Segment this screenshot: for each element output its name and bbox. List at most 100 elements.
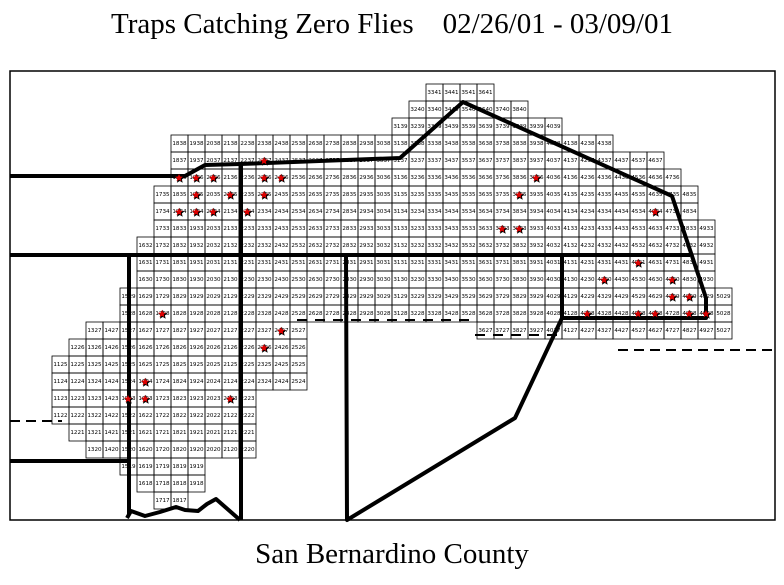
trap-cell: 2533: [289, 219, 308, 238]
trap-id-label: 3539: [461, 124, 476, 130]
trap-id-label: 2732: [325, 243, 339, 249]
trap-id-label: 4930: [699, 277, 714, 283]
star-icon: [685, 293, 693, 301]
trap-cell: 4434: [612, 202, 631, 221]
trap-id-label: 1724: [155, 379, 170, 385]
boundary-line: [344, 254, 564, 522]
trap-id-label: 4031: [546, 260, 561, 266]
trap-id-label: 2138: [223, 141, 238, 147]
trap-id-label: 4229: [580, 294, 595, 300]
trap-id-label: 5028: [716, 311, 731, 317]
trap-cell: 1223: [68, 389, 87, 408]
trap-id-label: 3531: [461, 260, 476, 266]
trap-cell: 3539: [459, 117, 478, 136]
star-icon: [498, 225, 506, 233]
trap-id-label: 3128: [393, 311, 408, 317]
trap-id-label: 1124: [53, 379, 68, 385]
trap-cell: 3927: [527, 321, 546, 340]
trap-id-label: 4429: [614, 294, 629, 300]
trap-id-label: 1321: [87, 430, 102, 436]
trap-id-label: 3234: [410, 209, 425, 215]
trap-cell: 1733: [153, 219, 172, 238]
trap-id-label: 4127: [563, 328, 578, 334]
trap-cell: 2629: [306, 287, 325, 306]
trap-cell: 3429: [442, 287, 461, 306]
trap-cell: 2736: [323, 168, 342, 187]
trap-id-label: 4631: [648, 260, 663, 266]
trap-id-label: 3038: [376, 141, 391, 147]
trap-id-label: 4133: [563, 226, 578, 232]
trap-id-label: 2130: [223, 277, 238, 283]
trap-cell: 1923: [187, 389, 206, 408]
trap-id-label: 1938: [189, 141, 204, 147]
trap-id-label: 1827: [172, 328, 187, 334]
trap-cell: 1628: [136, 304, 155, 323]
trap-id-label: 4727: [665, 328, 680, 334]
trap-cell: 3529: [459, 287, 478, 306]
trap-cell: 4335: [595, 185, 614, 204]
trap-cell: 1822: [170, 406, 189, 425]
trap-id-label: 1925: [189, 362, 204, 368]
trap-id-label: 4436: [614, 175, 629, 181]
trap-id-label: 2533: [291, 226, 306, 232]
trap-cell: 2020: [204, 440, 223, 459]
trap-cell: 2022: [204, 406, 223, 425]
trap-id-label: 4331: [597, 260, 612, 266]
trap-id-label: 2329: [257, 294, 272, 300]
trap-id-label: 1720: [155, 447, 170, 453]
trap-id-label: 4029: [546, 294, 561, 300]
trap-id-label: 4034: [546, 209, 561, 215]
trap-id-label: 5029: [716, 294, 731, 300]
star-icon: [668, 276, 676, 284]
star-icon: [175, 174, 183, 182]
trap-cell: 2527: [289, 321, 308, 340]
trap-id-label: 4434: [614, 209, 629, 215]
trap-cell: 2038: [204, 134, 223, 153]
trap-cell: 3138: [391, 134, 410, 153]
trap-id-label: 3029: [376, 294, 391, 300]
trap-cell: 3737: [493, 151, 512, 170]
trap-id-label: 4131: [563, 260, 578, 266]
trap-id-label: 2338: [257, 141, 272, 147]
trap-id-label: 2838: [342, 141, 357, 147]
trap-id-label: 2635: [308, 192, 323, 198]
trap-cell: 4732: [663, 236, 682, 255]
trap-id-label: 1324: [87, 379, 102, 385]
trap-id-label: 2328: [257, 311, 272, 317]
trap-cell: 4835: [680, 185, 699, 204]
trap-id-label: 4435: [614, 192, 629, 198]
trap-id-label: 2831: [342, 260, 357, 266]
trap-id-label: 4736: [665, 175, 680, 181]
trap-cell: 1421: [102, 423, 121, 442]
star-icon: [634, 310, 642, 318]
trap-cell: 2532: [289, 236, 308, 255]
trap-cell: 3634: [476, 202, 495, 221]
trap-cell: 3337: [425, 151, 444, 170]
trap-id-label: 3034: [376, 209, 391, 215]
trap-id-label: 3829: [512, 294, 527, 300]
trap-cell: 3134: [391, 202, 410, 221]
trap-cell: 2638: [306, 134, 325, 153]
trap-id-label: 2229: [240, 294, 255, 300]
trap-id-label: 1420: [104, 447, 119, 453]
trap-id-label: 2832: [342, 243, 356, 249]
trap-id-label: 2534: [291, 209, 306, 215]
trap-id-label: 4536: [631, 175, 646, 181]
trap-id-label: 4039: [546, 124, 561, 130]
trap-id-label: 4637: [648, 158, 663, 164]
trap-cell: 4931: [697, 253, 716, 272]
trap-id-label: 2830: [342, 277, 357, 283]
trap-id-label: 2833: [342, 226, 357, 232]
trap-id-label: 3937: [529, 158, 544, 164]
trap-id-label: 1631: [138, 260, 153, 266]
trap-cell: 3340: [425, 100, 444, 119]
trap-cell: 1835: [170, 185, 189, 204]
trap-id-label: 3731: [495, 260, 510, 266]
trap-cell: 2028: [204, 304, 223, 323]
trap-id-label: 2038: [206, 141, 221, 147]
trap-cell: 3233: [408, 219, 427, 238]
trap-id-label: 4732: [665, 243, 679, 249]
trap-cell: 2033: [204, 219, 223, 238]
trap-cell: 5027: [714, 321, 733, 340]
trap-id-label: 3938: [529, 141, 544, 147]
